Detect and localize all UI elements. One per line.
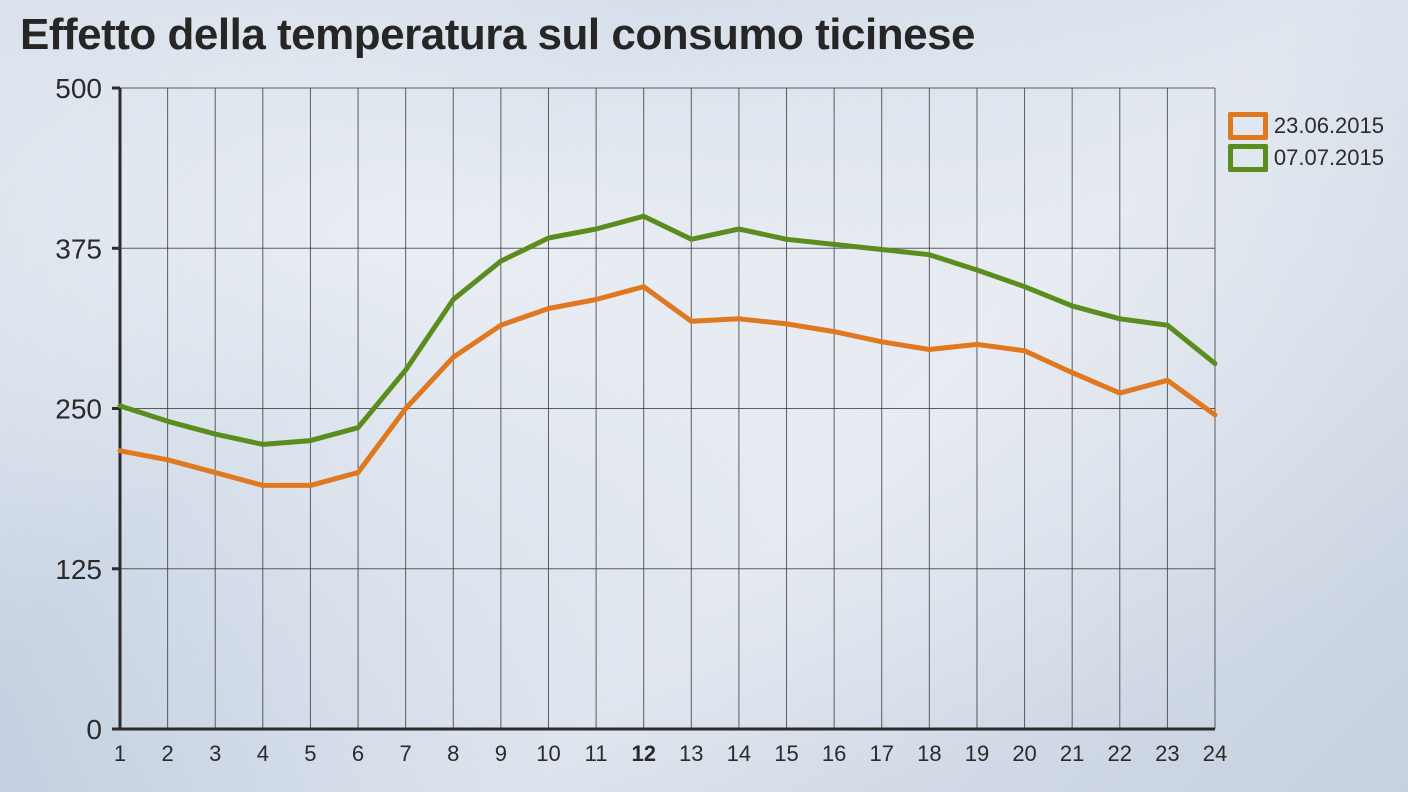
- x-tick-label: 23: [1155, 741, 1179, 766]
- legend-item: 23.06.2015: [1228, 112, 1384, 140]
- legend-label: 07.07.2015: [1274, 145, 1384, 171]
- x-tick-label: 15: [774, 741, 798, 766]
- x-tick-label-highlight: 12: [631, 741, 655, 766]
- x-tick-label: 9: [495, 741, 507, 766]
- x-tick-label: 19: [965, 741, 989, 766]
- x-tick-label: 21: [1060, 741, 1084, 766]
- x-tick-label: 22: [1108, 741, 1132, 766]
- legend-swatch: [1228, 144, 1268, 172]
- y-tick-label: 500: [55, 73, 102, 104]
- x-tick-label: 4: [257, 741, 269, 766]
- x-tick-label: 8: [447, 741, 459, 766]
- x-tick-label: 16: [822, 741, 846, 766]
- legend-label: 23.06.2015: [1274, 113, 1384, 139]
- line-chart: 0125250375500123456789101112131415161718…: [0, 0, 1408, 792]
- legend: 23.06.2015 07.07.2015: [1228, 112, 1384, 172]
- x-tick-label: 20: [1012, 741, 1036, 766]
- x-tick-label: 6: [352, 741, 364, 766]
- x-tick-label: 24: [1203, 741, 1227, 766]
- x-tick-label: 1: [114, 741, 126, 766]
- x-tick-label: 3: [209, 741, 221, 766]
- y-tick-label: 125: [55, 554, 102, 585]
- chart-stage: Effetto della temperatura sul consumo ti…: [0, 0, 1408, 792]
- x-tick-label: 5: [304, 741, 316, 766]
- x-tick-label: 2: [161, 741, 173, 766]
- x-tick-label: 14: [727, 741, 751, 766]
- series-line: [120, 287, 1215, 486]
- x-tick-label: 10: [536, 741, 560, 766]
- y-tick-label: 250: [55, 394, 102, 425]
- y-tick-label: 375: [55, 233, 102, 264]
- legend-swatch: [1228, 112, 1268, 140]
- x-tick-label: 17: [869, 741, 893, 766]
- x-tick-label: 18: [917, 741, 941, 766]
- x-tick-label: 13: [679, 741, 703, 766]
- x-tick-label: 11: [585, 741, 608, 766]
- legend-item: 07.07.2015: [1228, 144, 1384, 172]
- y-tick-label: 0: [86, 714, 102, 745]
- x-tick-label: 7: [400, 741, 412, 766]
- series-line: [120, 216, 1215, 444]
